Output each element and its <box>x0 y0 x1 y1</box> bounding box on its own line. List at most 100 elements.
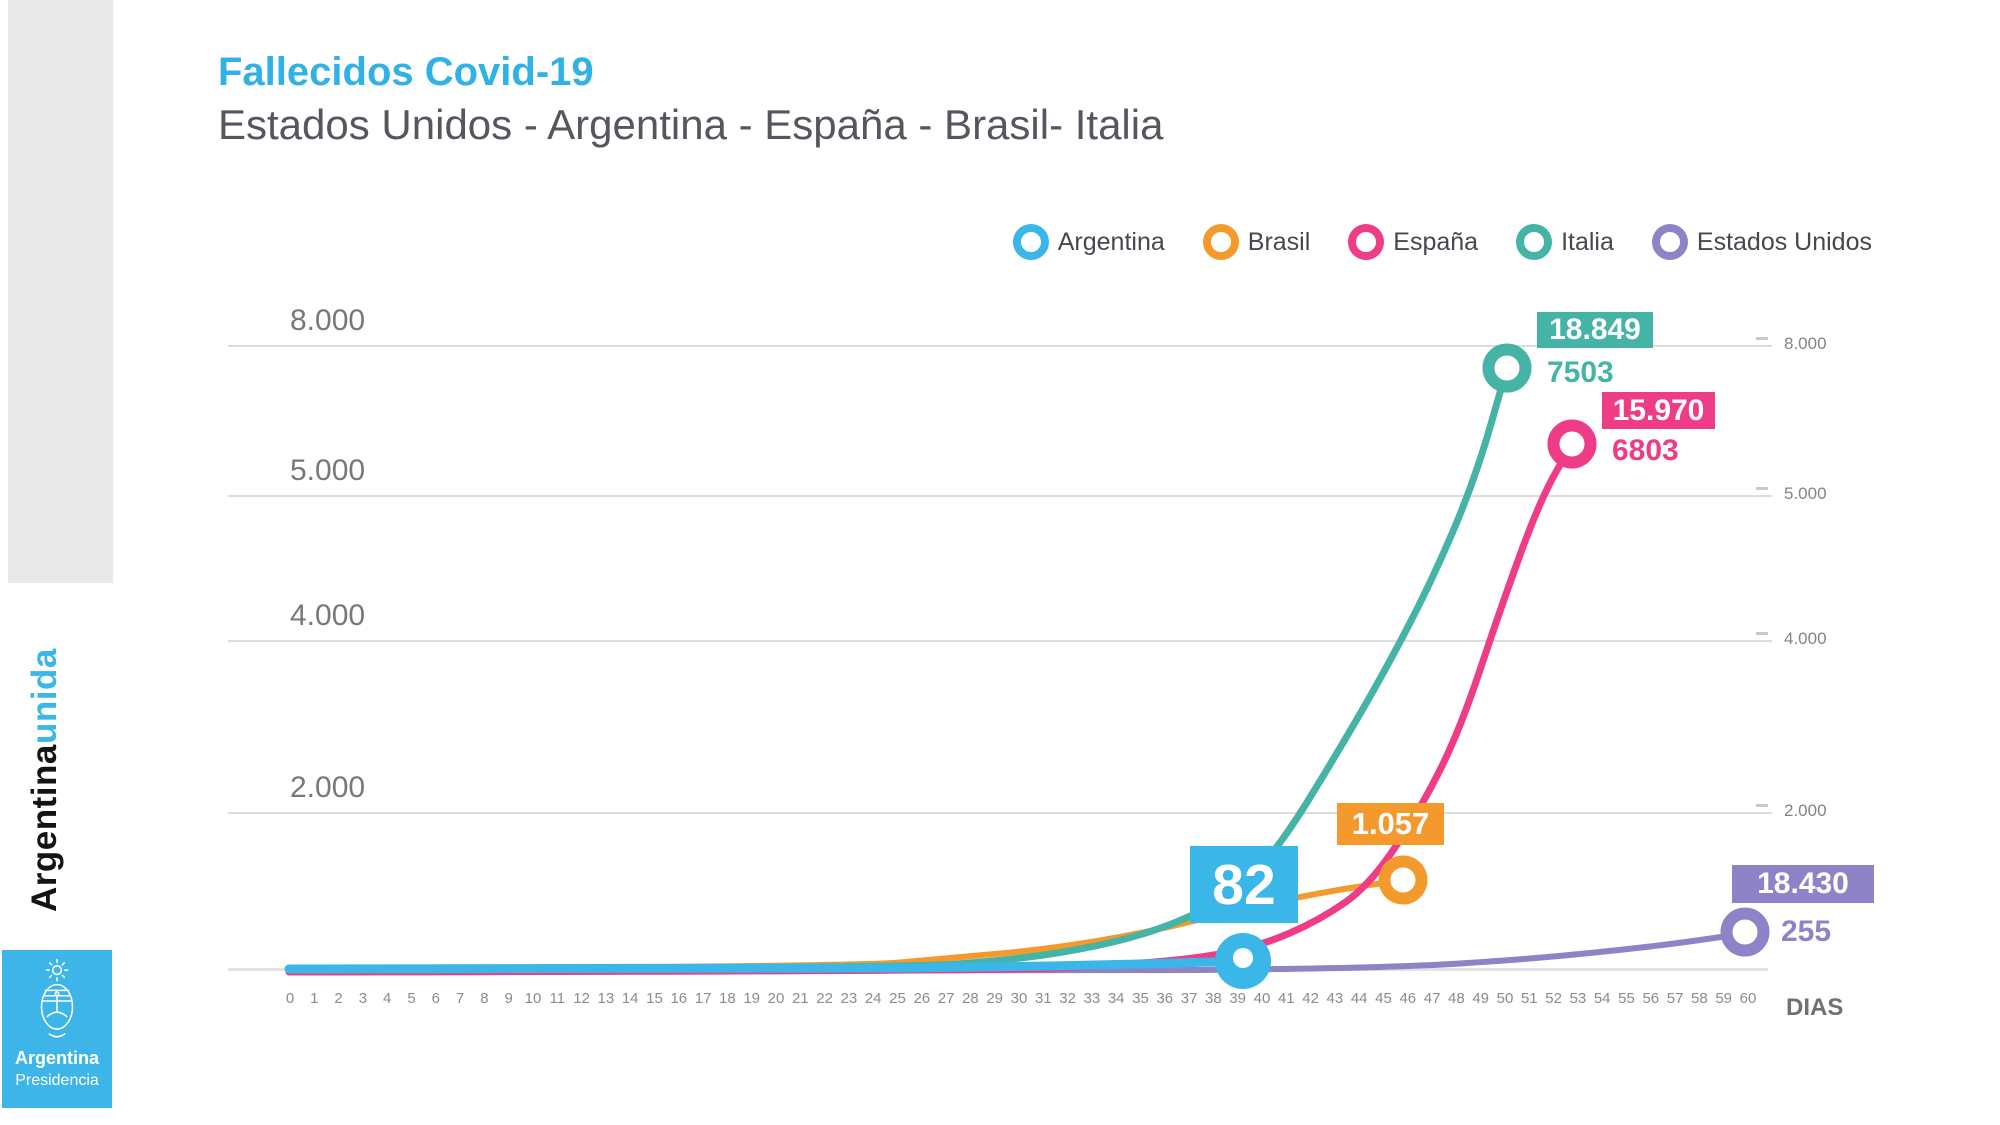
x-tick-36: 36 <box>1156 990 1174 1007</box>
x-tick-59: 59 <box>1715 990 1733 1007</box>
gridline-4000 <box>228 640 1772 642</box>
logo-argentina-label: Argentina <box>14 1048 99 1068</box>
x-tick-42: 42 <box>1302 990 1319 1007</box>
point-value-estados-unidos: 255 <box>1781 915 1832 948</box>
page-subtitle: Estados Unidos - Argentina - España - Br… <box>218 101 1164 148</box>
y-axis-label-right-8000: 8.000 <box>1784 334 1827 353</box>
legend-item-estados-unidos: Estados Unidos <box>1651 224 1872 260</box>
value-badge-brasil: 1.057 <box>1337 803 1444 845</box>
x-tick-14: 14 <box>621 990 639 1007</box>
legend-label: Italia <box>1561 227 1614 256</box>
legend-ring-icon-espaa <box>1348 224 1385 260</box>
x-tick-27: 27 <box>937 990 955 1007</box>
legend-label: Brasil <box>1247 227 1311 256</box>
y-axis-label-right-4000: 4.000 <box>1784 629 1827 648</box>
legend-label: España <box>1393 227 1479 256</box>
legend-ring-icon-argentina <box>1012 224 1049 260</box>
x-tick-17: 17 <box>694 990 712 1007</box>
legend-label: Estados Unidos <box>1696 227 1872 256</box>
x-tick-6: 6 <box>431 990 440 1007</box>
value-badge-italia: 18.849 <box>1537 312 1653 348</box>
x-tick-40: 40 <box>1253 990 1271 1007</box>
value-badge-estados-unidos: 18.430 <box>1732 865 1874 903</box>
x-tick-34: 34 <box>1107 990 1125 1007</box>
y-axis-label-left-5000: 5.000 <box>290 454 366 487</box>
x-tick-39: 39 <box>1229 990 1247 1007</box>
x-tick-56: 56 <box>1642 990 1660 1007</box>
x-tick-44: 44 <box>1350 990 1368 1007</box>
x-tick-37: 37 <box>1180 990 1198 1007</box>
y-axis-label-right-2000: 2.000 <box>1784 801 1827 820</box>
x-tick-3: 3 <box>358 990 368 1007</box>
legend-ring-icon-italia <box>1516 224 1553 260</box>
x-tick-51: 51 <box>1520 990 1538 1007</box>
x-tick-18: 18 <box>719 990 736 1007</box>
header: Fallecidos Covid-19 Estados Unidos - Arg… <box>218 50 1163 148</box>
presidencia-logo: Argentina Presidencia <box>2 950 112 1108</box>
x-tick-22: 22 <box>816 990 833 1007</box>
page-title: Fallecidos Covid-19 <box>218 50 594 94</box>
x-tick-46: 46 <box>1399 990 1417 1007</box>
x-tick-25: 25 <box>889 990 906 1007</box>
sidebar-gray-bar <box>8 0 113 583</box>
x-tick-2: 2 <box>334 990 343 1007</box>
x-tick-26: 26 <box>913 990 931 1007</box>
x-tick-23: 23 <box>840 990 858 1007</box>
x-tick-54: 54 <box>1593 990 1611 1007</box>
x-tick-45: 45 <box>1375 990 1392 1007</box>
series-line-espaa <box>285 440 1576 976</box>
logo-presidencia-label: Presidencia <box>15 1072 99 1089</box>
gridline-8000 <box>228 345 1772 347</box>
y-axis-tick-right-2000 <box>1756 804 1768 807</box>
x-tick-43: 43 <box>1326 990 1344 1007</box>
series-line-italia <box>285 364 1511 973</box>
series-marker-argentina <box>1215 933 1271 989</box>
x-tick-1: 1 <box>310 990 319 1007</box>
x-tick-49: 49 <box>1472 990 1490 1007</box>
value-badge-argentina: 82 <box>1190 846 1298 923</box>
x-tick-7: 7 <box>455 990 465 1007</box>
legend-label: Argentina <box>1057 227 1165 256</box>
x-tick-19: 19 <box>743 990 761 1007</box>
legend-item-italia: Italia <box>1516 224 1614 260</box>
x-tick-35: 35 <box>1132 990 1149 1007</box>
point-value-italia: 7503 <box>1547 356 1614 389</box>
gridline-5000 <box>228 495 1772 497</box>
x-tick-41: 41 <box>1277 990 1295 1007</box>
y-axis-label-left-8000: 8.000 <box>290 304 366 337</box>
x-axis-title: DIAS <box>1786 994 1844 1021</box>
x-tick-15: 15 <box>646 990 663 1007</box>
x-tick-32: 32 <box>1059 990 1076 1007</box>
series-marker-espaa <box>1547 419 1597 469</box>
x-tick-57: 57 <box>1666 990 1684 1007</box>
x-tick-5: 5 <box>407 990 416 1007</box>
x-tick-30: 30 <box>1010 990 1028 1007</box>
x-tick-33: 33 <box>1083 990 1101 1007</box>
x-tick-11: 11 <box>549 990 566 1007</box>
x-tick-38: 38 <box>1205 990 1222 1007</box>
y-axis-label-left-2000: 2.000 <box>290 771 366 804</box>
series-marker-italia <box>1482 343 1532 393</box>
y-axis-tick-right-8000 <box>1756 337 1768 340</box>
x-tick-52: 52 <box>1545 990 1562 1007</box>
legend-item-brasil: Brasil <box>1202 224 1311 260</box>
x-tick-24: 24 <box>864 990 882 1007</box>
legend-item-espaa: España <box>1348 224 1478 260</box>
y-axis-label-right-5000: 5.000 <box>1784 484 1827 503</box>
x-tick-12: 12 <box>573 990 590 1007</box>
y-axis-tick-right-5000 <box>1756 487 1768 490</box>
x-tick-31: 31 <box>1034 990 1052 1007</box>
x-tick-60: 60 <box>1739 990 1757 1007</box>
x-tick-29: 29 <box>986 990 1004 1007</box>
x-tick-16: 16 <box>670 990 688 1007</box>
x-tick-58: 58 <box>1691 990 1708 1007</box>
x-tick-4: 4 <box>383 990 392 1007</box>
legend-ring-icon-estados-unidos <box>1651 224 1688 260</box>
x-tick-50: 50 <box>1496 990 1514 1007</box>
legend-item-argentina: Argentina <box>1012 224 1165 260</box>
value-badge-espaa: 15.970 <box>1602 392 1715 429</box>
series-line-argentina <box>284 956 1248 974</box>
